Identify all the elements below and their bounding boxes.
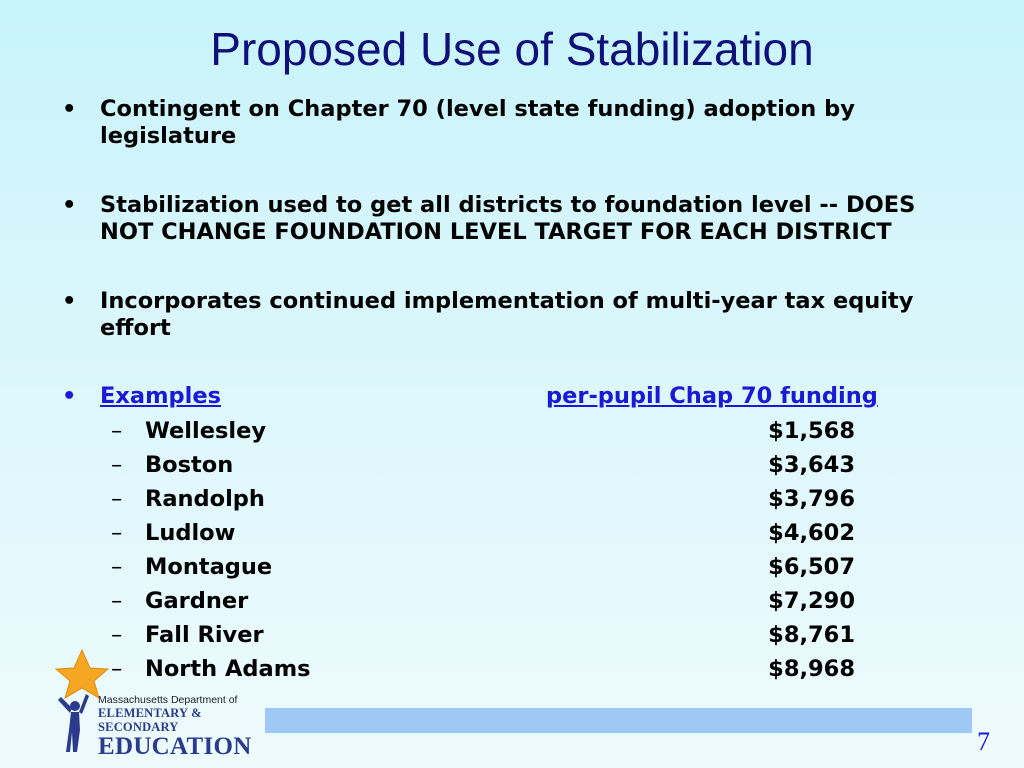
bullet-dot: • (62, 288, 77, 314)
bullet-dot: • (62, 192, 77, 218)
logo-line-1: Massachusetts Department of (98, 694, 238, 706)
table-row: – Wellesley $1,568 (103, 417, 855, 451)
table-row: – Boston $3,643 (103, 451, 855, 485)
district-value: $1,568 (768, 418, 855, 444)
district-value: $3,796 (768, 486, 855, 512)
bullet-dot: • (62, 383, 77, 409)
dese-logo-graphic (54, 648, 110, 752)
bullet-text: Incorporates continued implementation of… (100, 288, 914, 341)
dese-logo-text: Massachusetts Department of ELEMENTARY &… (98, 694, 268, 760)
footer-bar (265, 708, 972, 733)
district-value: $8,968 (768, 656, 855, 682)
examples-column-header[interactable]: per-pupil Chap 70 funding (546, 383, 878, 409)
examples-heading-text: Examples per-pupil Chap 70 funding (100, 383, 960, 410)
slide-title: Proposed Use of Stabilization (210, 23, 814, 75)
bullet-text: Contingent on Chapter 70 (level state fu… (100, 96, 855, 149)
district-value: $6,507 (768, 554, 855, 580)
bullet-text: Stabilization used to get all districts … (100, 192, 916, 245)
district-value: $7,290 (768, 588, 855, 614)
table-row: – Gardner $7,290 (103, 587, 855, 621)
bullet-dot: • (62, 96, 77, 122)
dash-marker: – (111, 452, 123, 478)
logo-line-3: EDUCATION (98, 733, 252, 760)
table-row: – Montague $6,507 (103, 553, 855, 587)
district-name: Wellesley (145, 418, 266, 444)
district-name: Boston (145, 452, 234, 478)
logo-line-2: ELEMENTARY & SECONDARY (98, 706, 202, 734)
star-icon (54, 648, 110, 700)
dash-marker: – (111, 588, 123, 614)
table-row: – Ludlow $4,602 (103, 519, 855, 553)
dash-marker: – (111, 554, 123, 580)
dash-marker: – (111, 520, 123, 546)
district-name: Montague (145, 554, 273, 580)
district-name: Ludlow (145, 520, 236, 546)
district-value: $3,643 (768, 452, 855, 478)
examples-label[interactable]: Examples (100, 383, 221, 409)
person-figure-icon (58, 694, 89, 752)
district-value: $4,602 (768, 520, 855, 546)
dash-marker: – (111, 656, 123, 682)
page-number: 7 (977, 727, 990, 756)
table-row: – Randolph $3,796 (103, 485, 855, 519)
district-name: North Adams (145, 656, 311, 682)
district-name: Gardner (145, 588, 249, 614)
table-row: – Fall River $8,761 (103, 621, 855, 655)
district-name: Fall River (145, 622, 264, 648)
dash-marker: – (111, 418, 123, 444)
district-value: $8,761 (768, 622, 855, 648)
district-name: Randolph (145, 486, 265, 512)
dash-marker: – (111, 486, 123, 512)
dash-marker: – (111, 622, 123, 648)
table-row: – North Adams $8,968 (103, 655, 855, 689)
